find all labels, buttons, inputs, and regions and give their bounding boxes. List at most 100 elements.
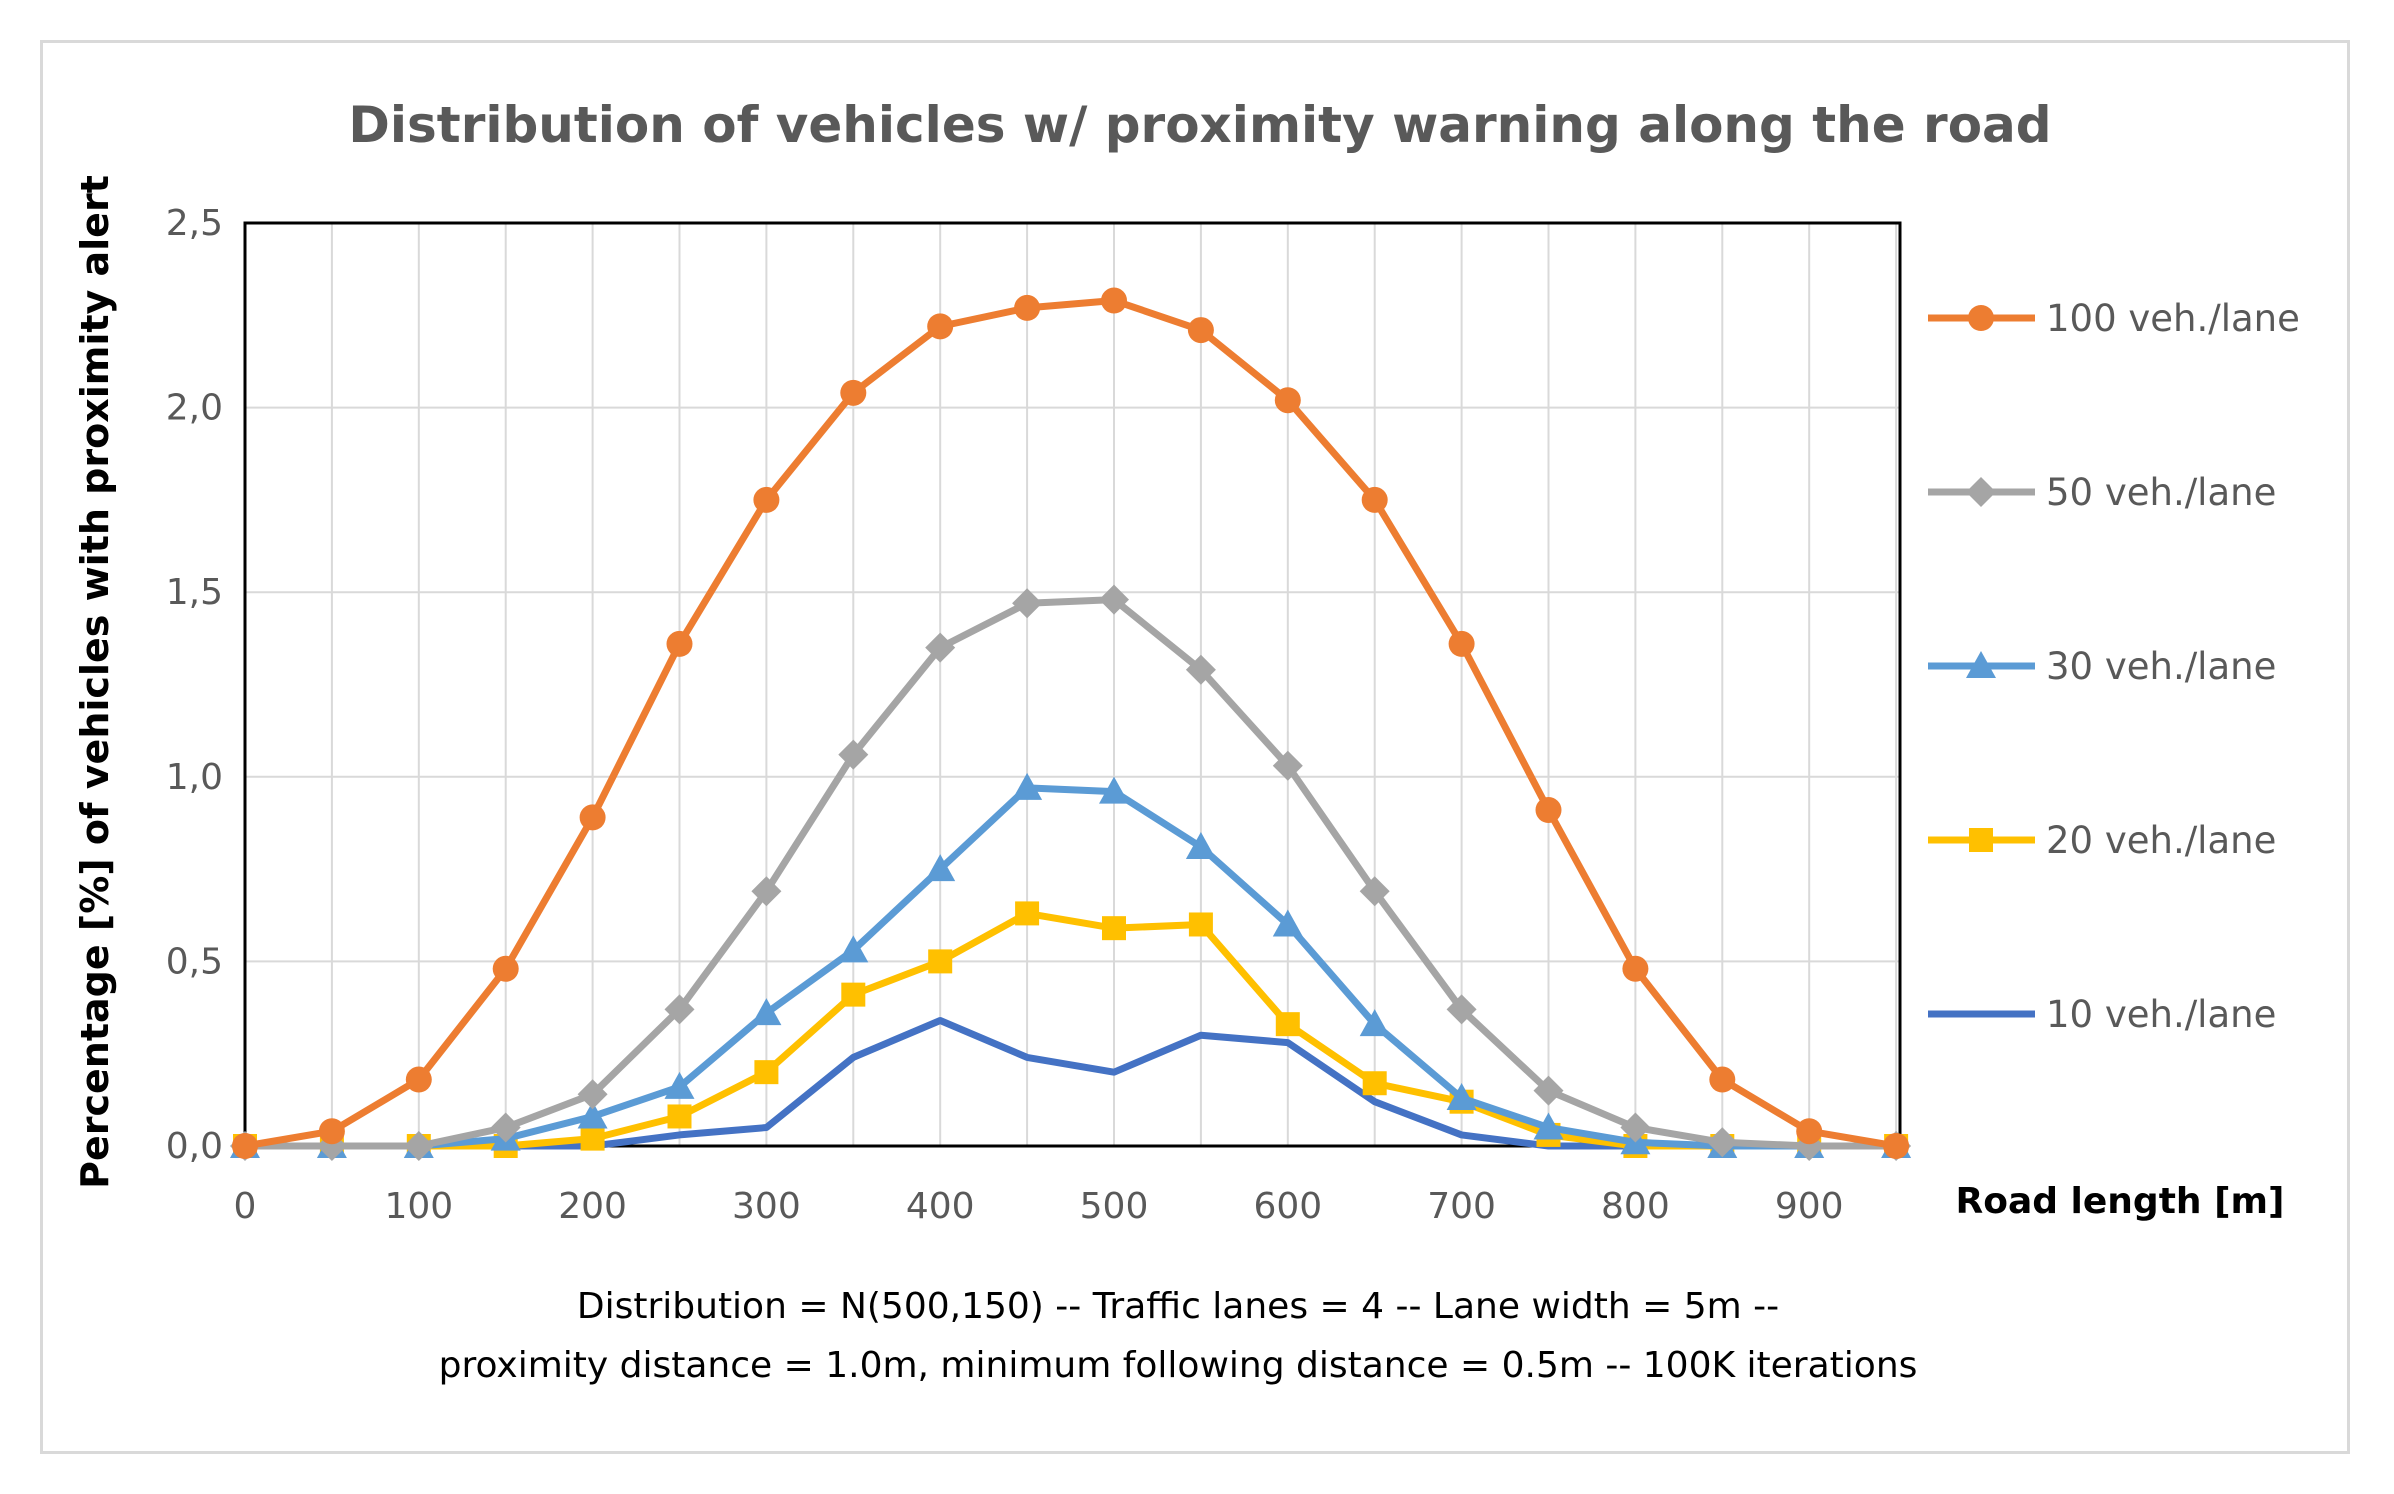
- data-point: [1275, 1012, 1300, 1037]
- x-tick-label: 700: [1427, 1186, 1496, 1227]
- y-tick-label: 2,0: [166, 388, 223, 429]
- y-tick-label: 0,0: [166, 1126, 223, 1167]
- data-point: [1362, 1071, 1387, 1096]
- data-point: [577, 1101, 608, 1129]
- data-point: [1533, 1075, 1564, 1106]
- y-axis-label: Percentage [%] of vehicles with proximit…: [73, 175, 117, 1189]
- data-point: [840, 379, 867, 406]
- data-point: [925, 632, 956, 663]
- data-point: [841, 982, 866, 1007]
- x-tick-label: 400: [906, 1186, 975, 1227]
- data-point: [1883, 1133, 1910, 1159]
- data-point: [1966, 651, 1996, 678]
- series-layer: [230, 287, 1912, 1161]
- x-tick-label: 0: [234, 1186, 257, 1227]
- data-point: [751, 876, 782, 907]
- data-point: [579, 804, 606, 831]
- data-point: [1185, 831, 1216, 859]
- x-tick-label: 300: [732, 1186, 801, 1227]
- x-tick-label: 600: [1253, 1186, 1322, 1227]
- data-point: [1187, 317, 1214, 344]
- data-point: [492, 955, 519, 982]
- y-tick-label: 1,0: [166, 757, 223, 798]
- data-point: [577, 1079, 608, 1110]
- data-point: [838, 935, 869, 963]
- legend-label: 20 veh./lane: [2046, 819, 2276, 862]
- data-point: [1015, 901, 1040, 926]
- legend-item: 20 veh./lane: [1928, 819, 2276, 862]
- data-point: [1446, 1083, 1477, 1111]
- data-point: [753, 486, 780, 513]
- legend-item: 50 veh./lane: [1928, 471, 2276, 514]
- data-point: [318, 1118, 345, 1145]
- chart-frame: [40, 40, 2350, 1454]
- data-point: [1101, 287, 1127, 314]
- data-point: [1448, 630, 1475, 657]
- data-point: [1535, 797, 1562, 824]
- x-tick-label: 200: [558, 1186, 627, 1227]
- data-point: [838, 739, 869, 770]
- data-point: [490, 1112, 521, 1143]
- x-axis-ticks: 0 100 200 300 400 500 600 700 800 900: [234, 1186, 1844, 1227]
- x-tick-label: 800: [1601, 1186, 1670, 1227]
- y-tick-label: 2,5: [166, 203, 223, 244]
- data-point: [751, 998, 782, 1026]
- series-line: [241, 297, 1900, 1150]
- data-point: [1359, 1009, 1390, 1037]
- data-point: [1968, 305, 1994, 331]
- data-point: [1966, 477, 1996, 507]
- y-tick-label: 1,5: [166, 572, 223, 613]
- data-point: [1796, 1118, 1823, 1145]
- y-axis-ticks: 0,0 0,5 1,0 1,5 2,0 2,5: [166, 203, 223, 1167]
- series-line: [241, 596, 1900, 1150]
- legend-label: 50 veh./lane: [2046, 471, 2276, 514]
- x-tick-label: 100: [384, 1186, 453, 1227]
- data-point: [927, 313, 954, 340]
- gridlines: [245, 223, 1900, 1146]
- x-tick-label: 500: [1080, 1186, 1149, 1227]
- data-point: [1622, 955, 1649, 982]
- series-100-veh-lane: [232, 287, 1910, 1159]
- data-point: [1188, 912, 1213, 937]
- data-point: [1361, 486, 1388, 513]
- data-point: [1446, 994, 1477, 1025]
- plot-area-border: [243, 221, 1902, 1148]
- data-point: [1012, 772, 1043, 800]
- y-tick-label: 0,5: [166, 941, 223, 982]
- x-axis-label: Road length [m]: [1956, 1181, 2285, 1222]
- data-point: [754, 1060, 779, 1085]
- annotation-line-2: proximity distance = 1.0m, minimum follo…: [439, 1345, 1918, 1386]
- data-point: [1709, 1066, 1736, 1093]
- annotation-line-1: Distribution = N(500,150) -- Traffic lan…: [577, 1286, 1779, 1327]
- data-point: [1359, 876, 1390, 907]
- data-point: [1707, 1127, 1738, 1158]
- series-line: [241, 909, 1900, 1150]
- legend-label: 100 veh./lane: [2046, 297, 2300, 340]
- data-point: [1012, 588, 1043, 619]
- data-point: [1272, 909, 1303, 937]
- data-point: [232, 1133, 258, 1159]
- data-point: [580, 1126, 605, 1151]
- data-point: [1533, 1112, 1564, 1140]
- legend-item: 10 veh./lane: [1928, 993, 2276, 1036]
- legend: 100 veh./lane 50 veh./lane 30 veh./lane 20 …: [1928, 297, 2300, 1036]
- series-line: [241, 784, 1900, 1150]
- legend-item: 30 veh./lane: [1928, 645, 2276, 688]
- data-point: [1102, 916, 1126, 941]
- legend-label: 30 veh./lane: [2046, 645, 2276, 688]
- data-point: [1099, 776, 1129, 804]
- data-point: [405, 1066, 432, 1093]
- data-point: [1014, 294, 1041, 321]
- legend-label: 10 veh./lane: [2046, 993, 2276, 1036]
- data-point: [664, 994, 695, 1025]
- data-point: [667, 1104, 692, 1129]
- data-point: [1620, 1112, 1651, 1143]
- series-20-veh-lane: [233, 901, 1909, 1158]
- series-50-veh-lane: [230, 584, 1912, 1161]
- x-tick-label: 900: [1775, 1186, 1844, 1227]
- chart-title: Distribution of vehicles w/ proximity wa…: [348, 96, 2051, 154]
- data-point: [1274, 387, 1301, 414]
- data-point: [1272, 750, 1303, 781]
- data-point: [664, 1071, 695, 1099]
